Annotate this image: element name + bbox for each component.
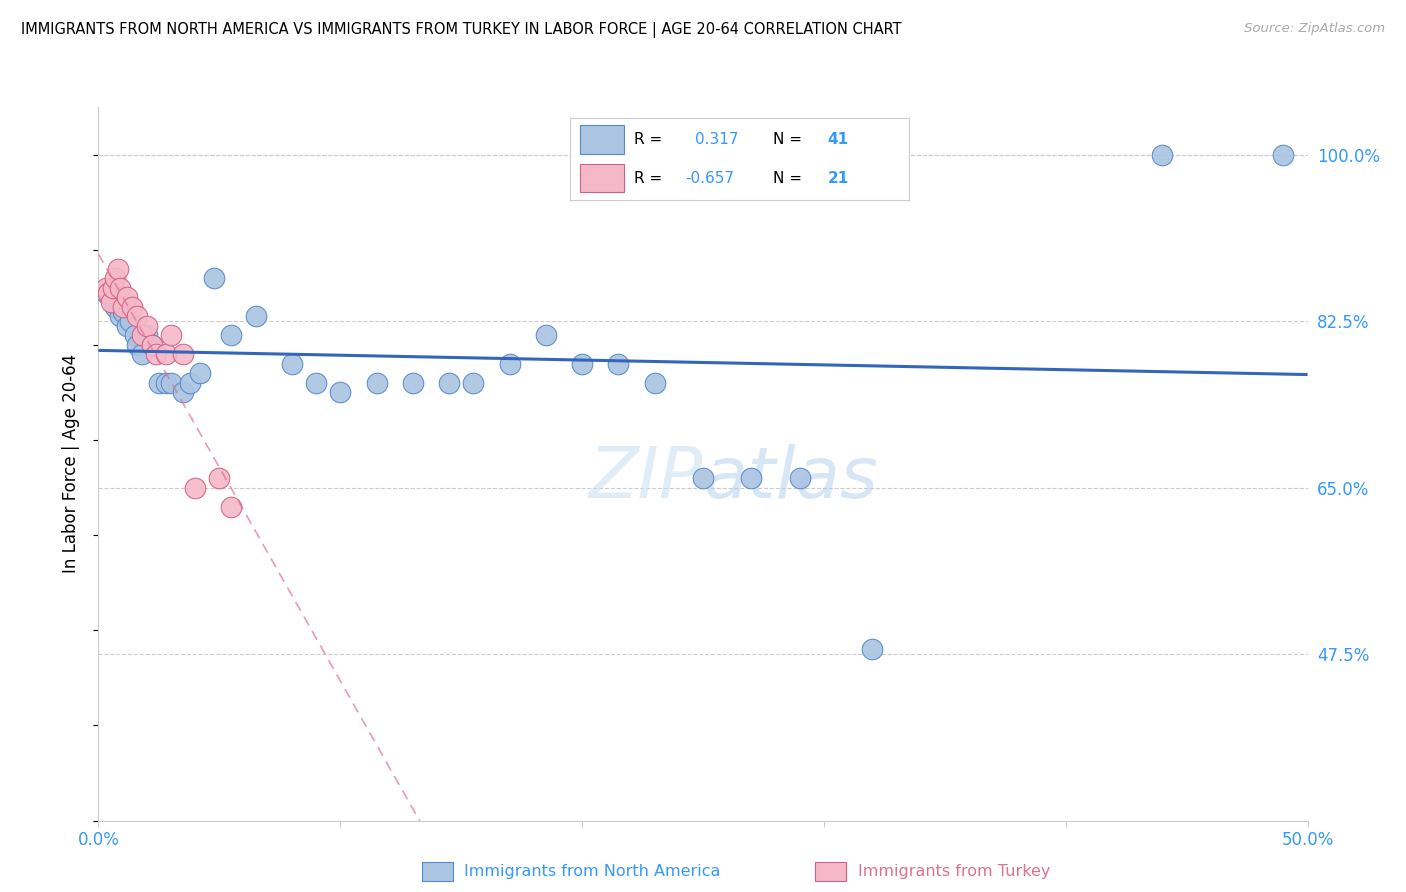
- Point: [245, 310, 267, 324]
- Point: [121, 300, 143, 314]
- Point: [124, 328, 146, 343]
- Point: [131, 328, 153, 343]
- Point: [118, 314, 141, 328]
- Point: [107, 261, 129, 276]
- Point: [94, 281, 117, 295]
- Point: [135, 318, 157, 333]
- Point: [692, 471, 714, 485]
- Point: [100, 290, 122, 304]
- Point: [141, 338, 163, 352]
- Point: [104, 300, 127, 314]
- Point: [141, 338, 163, 352]
- Point: [305, 376, 328, 390]
- Text: Immigrants from North America: Immigrants from North America: [464, 864, 720, 879]
- Point: [160, 328, 183, 343]
- Point: [155, 347, 177, 361]
- Point: [366, 376, 388, 390]
- Point: [135, 328, 157, 343]
- Point: [571, 357, 593, 371]
- Point: [117, 290, 139, 304]
- Point: [860, 642, 883, 657]
- Point: [131, 347, 153, 361]
- Point: [208, 471, 231, 485]
- Point: [789, 471, 811, 485]
- Point: [188, 367, 211, 381]
- Point: [155, 376, 177, 390]
- Point: [329, 385, 352, 400]
- Point: [281, 357, 304, 371]
- Point: [104, 271, 127, 285]
- Point: [108, 281, 131, 295]
- Point: [107, 295, 129, 310]
- Point: [221, 328, 243, 343]
- Point: [1272, 147, 1295, 161]
- Point: [607, 357, 630, 371]
- Point: [534, 328, 557, 343]
- Text: atlas: atlas: [703, 443, 877, 513]
- Point: [145, 347, 167, 361]
- Text: IMMIGRANTS FROM NORTH AMERICA VS IMMIGRANTS FROM TURKEY IN LABOR FORCE | AGE 20-: IMMIGRANTS FROM NORTH AMERICA VS IMMIGRA…: [21, 22, 901, 38]
- Point: [117, 318, 139, 333]
- Point: [221, 500, 243, 514]
- Point: [101, 281, 124, 295]
- Point: [740, 471, 762, 485]
- Point: [108, 310, 131, 324]
- Point: [402, 376, 425, 390]
- Point: [172, 385, 194, 400]
- Y-axis label: In Labor Force | Age 20-64: In Labor Force | Age 20-64: [62, 354, 80, 574]
- Text: Immigrants from Turkey: Immigrants from Turkey: [858, 864, 1050, 879]
- Point: [160, 376, 183, 390]
- Point: [100, 295, 122, 310]
- Point: [127, 310, 149, 324]
- Point: [148, 376, 170, 390]
- Point: [97, 285, 120, 300]
- Point: [179, 376, 201, 390]
- Point: [111, 300, 134, 314]
- Point: [94, 285, 117, 300]
- Text: ZIP: ZIP: [589, 443, 703, 513]
- Point: [498, 357, 520, 371]
- Point: [184, 481, 207, 495]
- Text: Source: ZipAtlas.com: Source: ZipAtlas.com: [1244, 22, 1385, 36]
- Point: [1152, 147, 1174, 161]
- Point: [437, 376, 460, 390]
- Point: [204, 271, 226, 285]
- Point: [111, 304, 134, 318]
- Point: [101, 281, 124, 295]
- Point: [463, 376, 485, 390]
- Point: [644, 376, 666, 390]
- Point: [127, 338, 149, 352]
- Point: [172, 347, 194, 361]
